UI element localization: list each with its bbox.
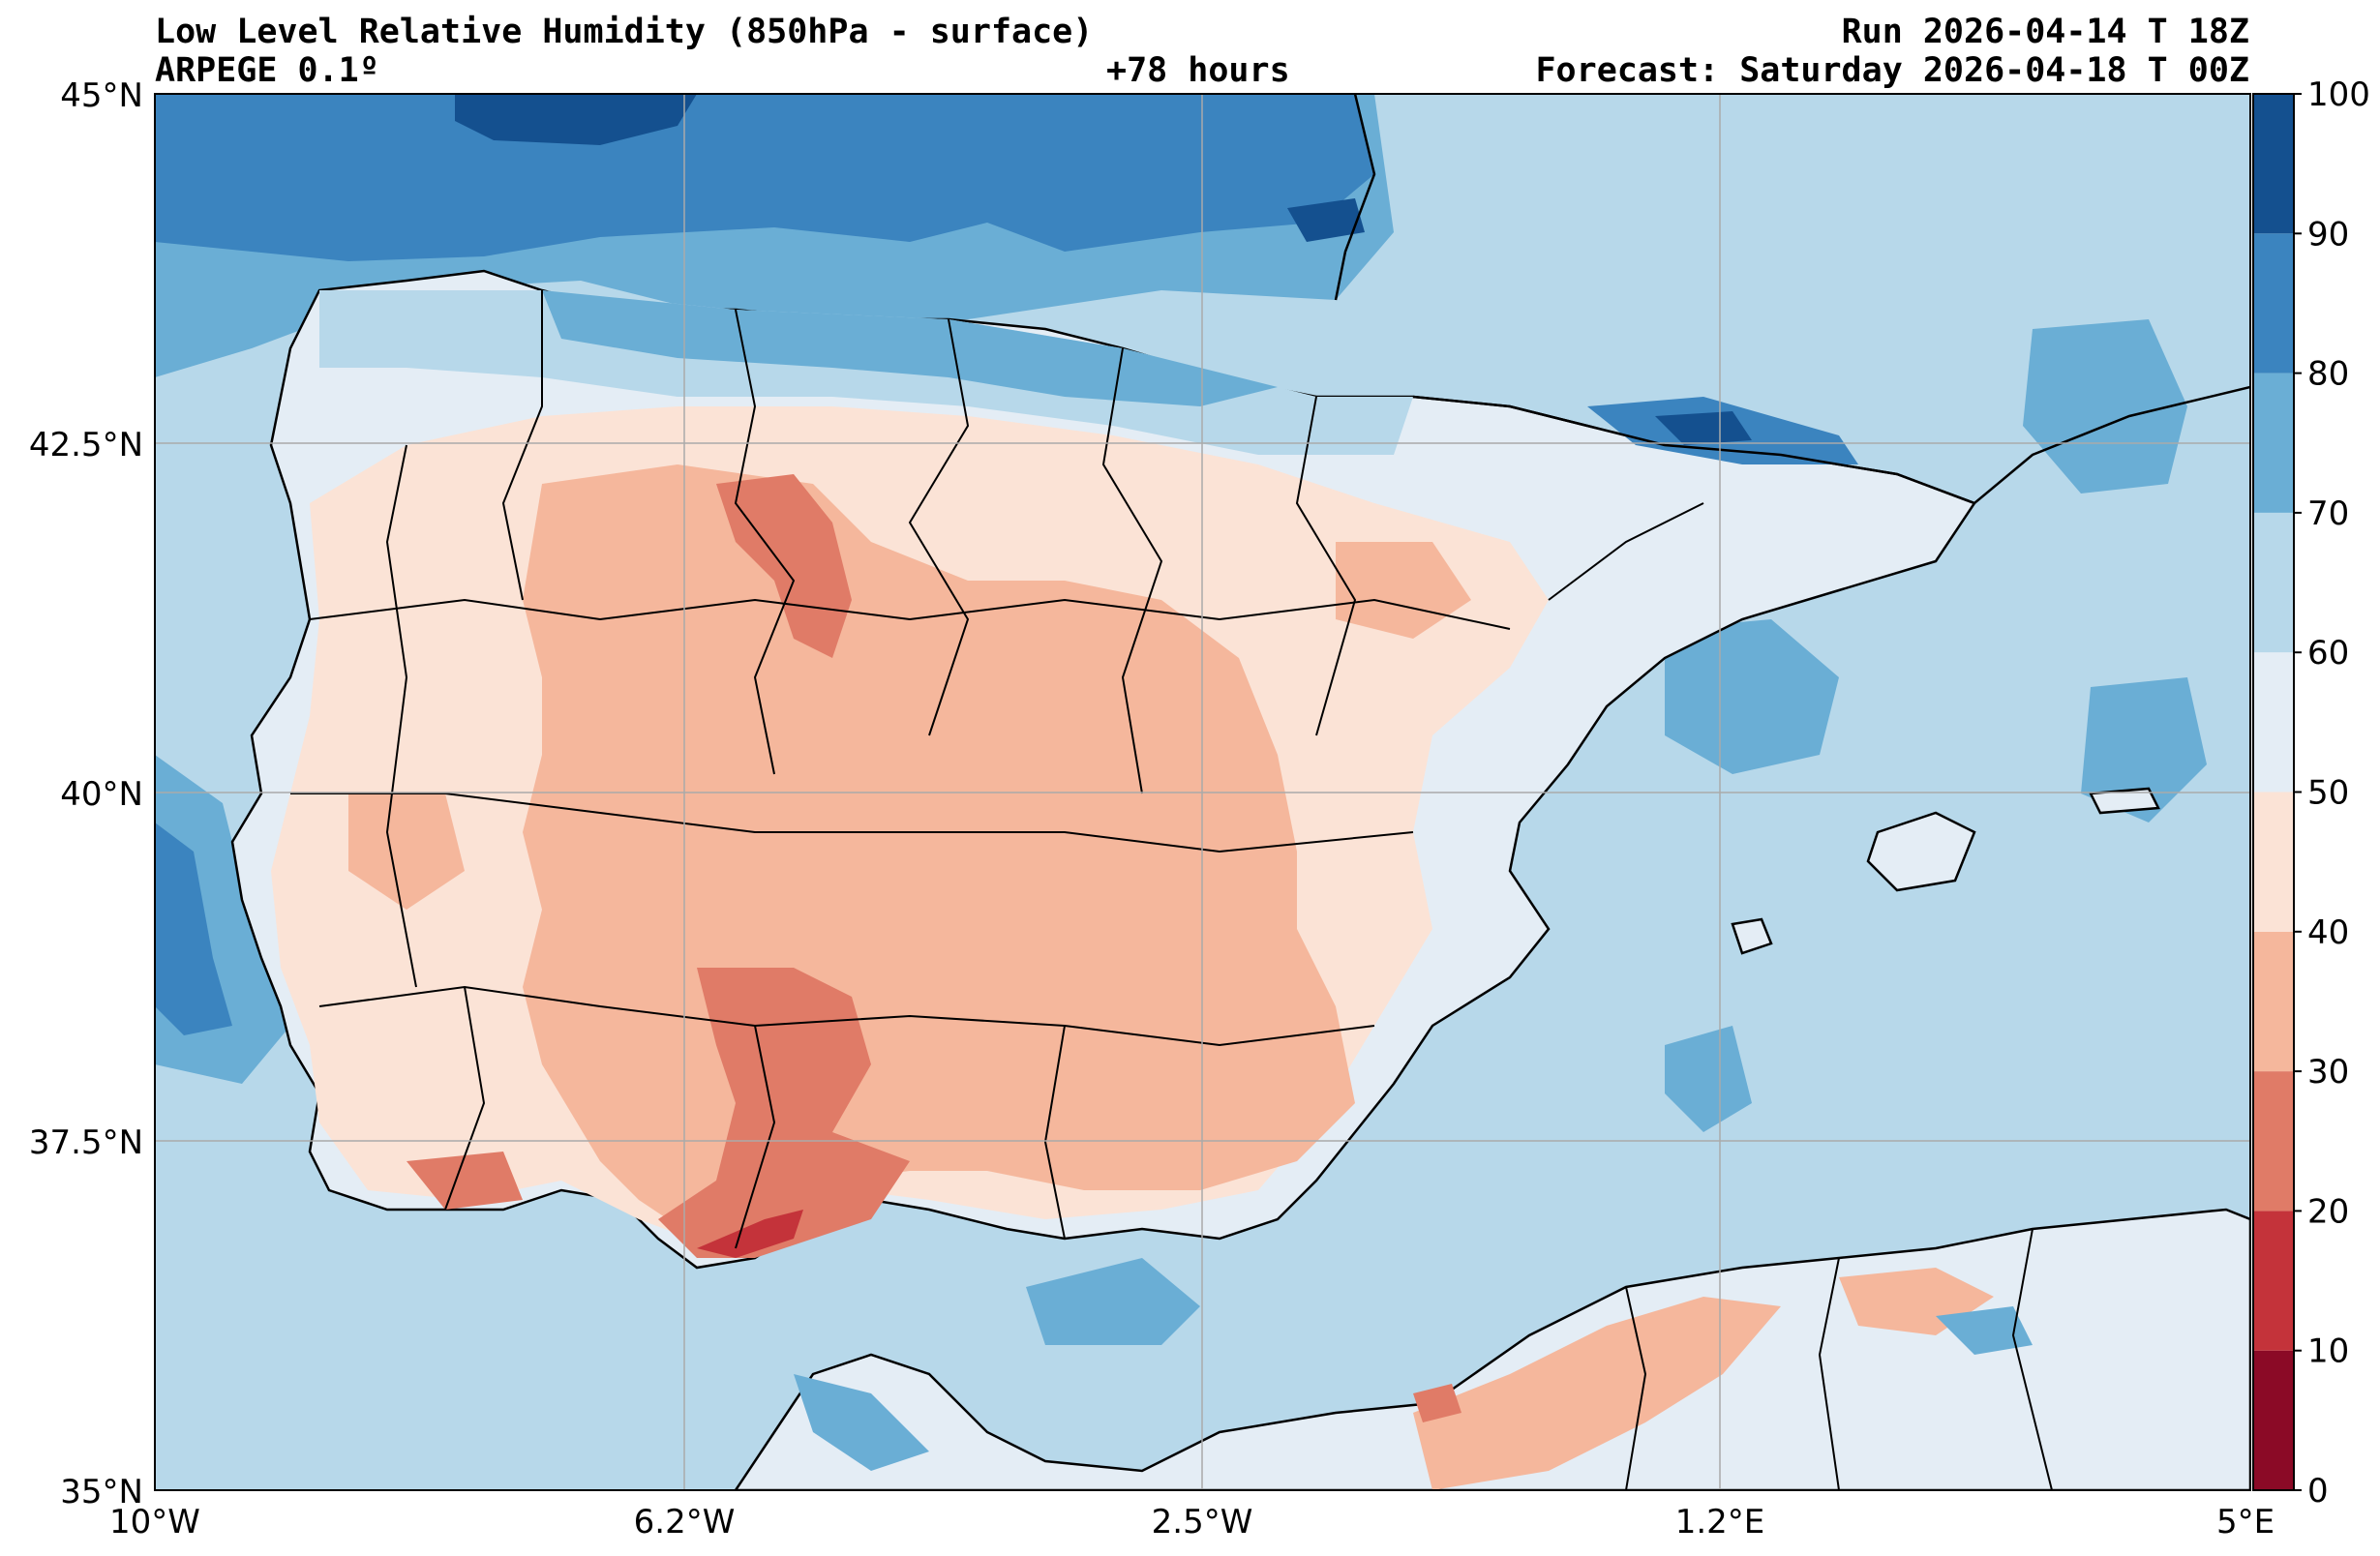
colorbar-label: 0 bbox=[2307, 1472, 2329, 1511]
admin-borders bbox=[290, 290, 2053, 1490]
lat-label: 45°N bbox=[60, 76, 143, 115]
colorbar-label: 80 bbox=[2307, 355, 2349, 394]
humidity-core-biscay-east bbox=[1287, 198, 1365, 242]
colorbar-label: 30 bbox=[2307, 1053, 2349, 1092]
colorbar-segment bbox=[2253, 1071, 2294, 1212]
colorbar-label: 20 bbox=[2307, 1192, 2349, 1231]
graticule bbox=[155, 94, 2250, 1490]
dry-area-west bbox=[348, 793, 465, 910]
colorbar-label: 50 bbox=[2307, 774, 2349, 813]
run-label: Run 2026-04-14 T 18Z bbox=[1842, 13, 2249, 51]
colorbar-segment bbox=[2253, 94, 2294, 234]
latitude-axis: 45°N 42.5°N 40°N 37.5°N 35°N bbox=[29, 76, 143, 1511]
humidity-band-atlantic-west-dark bbox=[155, 823, 232, 1035]
colorbar-segment bbox=[2253, 512, 2294, 653]
colorbar-segment bbox=[2253, 792, 2294, 932]
humidity-patch-alboran bbox=[1026, 1258, 1200, 1345]
lat-label: 42.5°N bbox=[29, 426, 143, 464]
colorbar-label: 90 bbox=[2307, 215, 2349, 254]
humidity-patch-rif bbox=[794, 1374, 929, 1471]
dry-area-algarve bbox=[407, 1152, 523, 1210]
lead-time-label: +78 hours bbox=[1106, 51, 1290, 90]
humidity-core-biscay bbox=[455, 94, 697, 145]
colorbar-label: 10 bbox=[2307, 1332, 2349, 1371]
longitude-axis: 10°W 6.2°W 2.5°W 1.2°E 5°E bbox=[109, 1503, 2275, 1541]
colorbar-segment bbox=[2253, 931, 2294, 1072]
map-title: Low Level Relative Humidity (850hPa - su… bbox=[155, 13, 1093, 51]
lat-label: 37.5°N bbox=[29, 1123, 143, 1162]
island-menorca bbox=[2089, 787, 2160, 815]
colorbar-segment bbox=[2253, 1350, 2294, 1490]
colorbar-label: 40 bbox=[2307, 913, 2349, 952]
colorbar-segment bbox=[2253, 233, 2294, 374]
humidity-band-cantabrian-dark bbox=[542, 290, 1278, 406]
island-ibiza bbox=[1731, 917, 1773, 955]
lat-label: 35°N bbox=[60, 1473, 143, 1511]
lon-label: 2.5°W bbox=[1152, 1503, 1253, 1541]
dry-area-sierra-nevada bbox=[697, 1210, 803, 1258]
map-frame bbox=[154, 93, 2251, 1491]
lon-label: 5°E bbox=[2216, 1503, 2275, 1541]
lon-label: 6.2°W bbox=[634, 1503, 736, 1541]
humidity-core-pyrenees-max bbox=[1655, 411, 1752, 445]
colorbar-label: 100 bbox=[2307, 75, 2370, 114]
colorbar-label: 70 bbox=[2307, 494, 2349, 533]
colorbar: 0 10 20 30 40 50 60 70 80 90 100 bbox=[2253, 75, 2370, 1511]
dry-area-north-africa bbox=[1413, 1297, 1781, 1490]
lon-label: 10°W bbox=[109, 1503, 200, 1541]
colorbar-label: 60 bbox=[2307, 634, 2349, 673]
humidity-patch-east-med bbox=[2081, 677, 2207, 823]
humidity-patch-north-africa-east bbox=[1936, 1306, 2033, 1355]
map-plot-area bbox=[155, 94, 2250, 1490]
colorbar-segment bbox=[2253, 373, 2294, 513]
france-land bbox=[1334, 94, 2250, 505]
dry-area-duero bbox=[716, 474, 852, 658]
humidity-patch-south-med bbox=[1665, 1026, 1752, 1132]
humidity-patch-gulf-lion bbox=[2023, 319, 2187, 494]
colorbar-segment bbox=[2253, 652, 2294, 793]
dry-area-ebro bbox=[1336, 542, 1471, 639]
lat-label: 40°N bbox=[60, 775, 143, 814]
island-mallorca bbox=[1866, 811, 1976, 892]
colorbar-frame bbox=[2252, 93, 2295, 1491]
humidity-band-biscay-high bbox=[155, 94, 1374, 261]
model-label: ARPEGE 0.1º bbox=[155, 51, 379, 90]
dry-area-north-africa-core bbox=[1413, 1384, 1461, 1422]
forecast-label: Forecast: Saturday 2026-04-18 T 00Z bbox=[1535, 51, 2249, 90]
dry-area-guadalquivir bbox=[658, 968, 910, 1258]
humidity-patch-balearic-sea bbox=[1665, 619, 1839, 774]
lon-label: 1.2°E bbox=[1675, 1503, 1765, 1541]
colorbar-segment bbox=[2253, 1211, 2294, 1351]
